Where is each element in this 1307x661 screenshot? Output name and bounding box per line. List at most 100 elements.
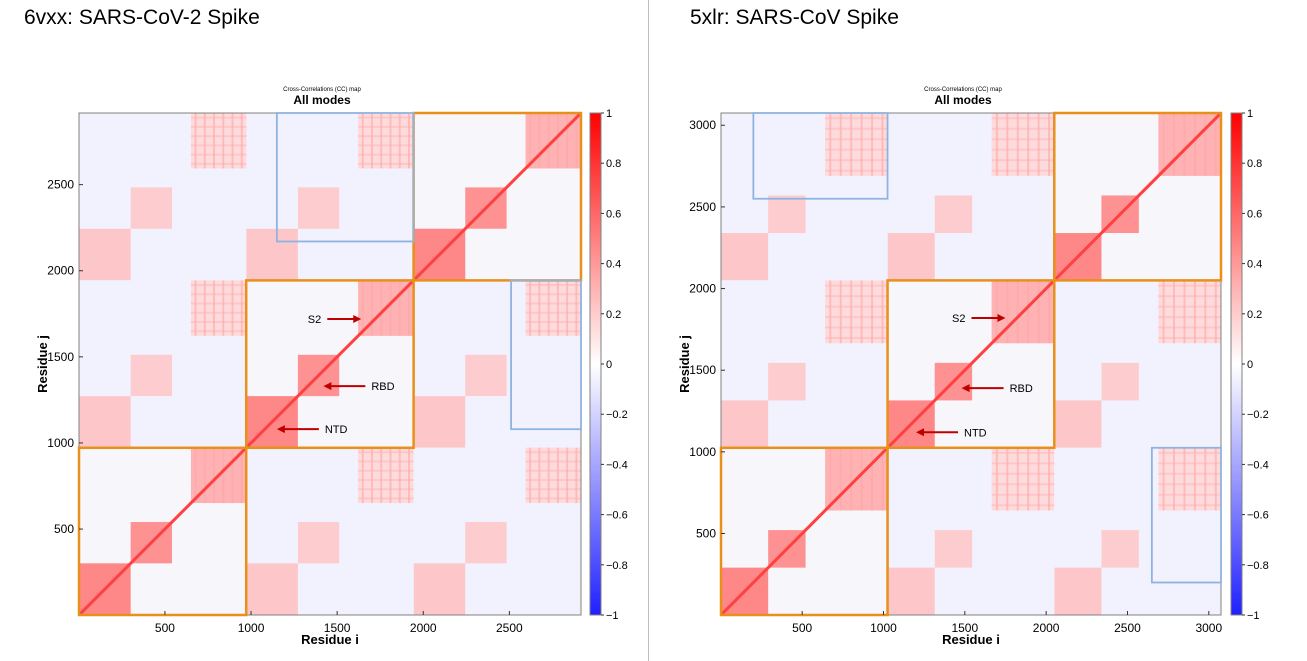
domain-block-s2: [825, 113, 888, 176]
highlight-box-blue: [510, 279, 582, 431]
domain-block-rbd: [768, 362, 806, 401]
panel-title-right: 5xlr: SARS-CoV Spike: [690, 6, 899, 29]
chart-title: All modes: [934, 93, 992, 107]
annotation-label-s2: S2: [308, 314, 321, 326]
domain-block-ntd: [887, 567, 935, 615]
domain-block-s2: [1158, 280, 1221, 344]
annotation-arrow-head: [276, 425, 285, 434]
domain-block-ntd: [413, 396, 466, 448]
domain-block-rbd: [130, 354, 172, 397]
highlight-box-orange: [244, 279, 415, 450]
y-tick-label: 1000: [47, 436, 74, 450]
annotation-label-rbd: RBD: [1010, 383, 1033, 395]
domain-block-s2: [358, 447, 414, 504]
colorbar-tick-label: 0.2: [1247, 309, 1262, 321]
domain-block-s2: [825, 280, 888, 344]
annotation-label-s2: S2: [952, 313, 965, 325]
annotation-arrow-head: [916, 428, 925, 437]
colorbar-tick-label: 0.8: [1247, 158, 1262, 170]
domain-block-ntd: [721, 400, 769, 448]
y-tick-label: 2500: [47, 178, 74, 192]
colorbar-tick-label: 0.2: [606, 309, 621, 321]
panel-divider: [648, 0, 649, 661]
domain-block-ntd: [246, 228, 298, 281]
domain-block-rbd: [934, 530, 973, 568]
domain-block-rbd: [768, 195, 806, 234]
highlight-box-blue: [1150, 446, 1222, 584]
x-tick-label: 500: [155, 621, 175, 635]
y-tick-label: 1500: [689, 363, 716, 377]
annotation-arrow-head: [353, 314, 362, 323]
domain-block-ntd: [79, 228, 131, 281]
x-tick-label: 2500: [496, 621, 523, 635]
domain-block-ntd: [1054, 400, 1102, 448]
domain-block-ntd: [721, 233, 769, 281]
x-axis-label: Residue i: [942, 632, 1000, 647]
x-tick-label: 2500: [1114, 621, 1141, 635]
y-tick-label: 2000: [47, 264, 74, 278]
colorbar-tick-label: 0.4: [606, 259, 621, 271]
colorbar: [589, 112, 602, 616]
y-axis-label: Residue j: [677, 335, 692, 393]
y-axis-label: Residue j: [35, 335, 50, 393]
colorbar-tick-label: 0.8: [606, 158, 621, 170]
x-tick-label: 3000: [1195, 621, 1222, 635]
domain-block-s2: [991, 447, 1055, 511]
annotation-arrow-head: [961, 384, 970, 393]
x-tick-label: 1000: [870, 621, 897, 635]
domain-block-s2: [190, 113, 247, 169]
cc-map-chart-left: 500 1000 1500 2000 2500 500 1000 1500 2000 2500 Re…: [35, 87, 628, 647]
heatmap-cells: [721, 113, 1221, 615]
domain-block-s2: [991, 113, 1055, 176]
colorbar-tick-label: −0.6: [1247, 510, 1269, 522]
x-tick-label: 2000: [1033, 621, 1060, 635]
highlight-box-blue: [275, 112, 415, 243]
highlight-box-orange: [1053, 111, 1223, 282]
colorbar-tick-label: 1: [606, 108, 612, 120]
colorbar-tick-label: −0.8: [1247, 560, 1269, 572]
plot-frame: [720, 112, 1222, 616]
domain-block-s2: [190, 280, 247, 336]
domain-block-rbd: [297, 187, 340, 229]
y-tick-label: 1000: [689, 445, 716, 459]
colorbar-tick-label: 1: [1247, 108, 1253, 120]
chart-title: All modes: [293, 93, 351, 107]
colorbar-tick-label: −0.2: [606, 409, 628, 421]
annotation-arrow-head: [323, 382, 332, 391]
colorbar-tick-label: −1: [1247, 610, 1260, 622]
domain-block-ntd: [246, 563, 298, 615]
domain-block-rbd: [1101, 362, 1139, 401]
x-tick-label: 1500: [951, 621, 978, 635]
colorbar-tick-label: −1: [606, 610, 619, 622]
domain-block-rbd: [297, 522, 340, 564]
highlight-box-orange: [77, 446, 248, 617]
domain-block-rbd: [1101, 530, 1139, 568]
annotation-label-ntd: NTD: [325, 424, 348, 436]
y-tick-label: 2000: [689, 282, 716, 296]
y-tick-label: 1500: [47, 350, 74, 364]
domain-block-rbd: [130, 187, 172, 229]
x-tick-label: 1000: [238, 621, 265, 635]
chart-subtitle: Cross-Correlations (CC) map: [283, 87, 361, 93]
y-tick-label: 2500: [689, 200, 716, 214]
y-tick-label: 500: [54, 522, 74, 536]
domain-block-ntd: [413, 563, 466, 615]
domain-block-ntd: [887, 233, 935, 281]
y-tick-label: 500: [696, 527, 716, 541]
colorbar-tick-label: −0.4: [1247, 459, 1269, 471]
colorbar-tick-label: 0.4: [1247, 259, 1262, 271]
heatmap-cells: [79, 113, 581, 615]
colorbar-tick-label: 0: [606, 359, 612, 371]
domain-block-rbd: [465, 522, 507, 564]
colorbar-tick-label: −0.4: [606, 459, 628, 471]
diagonal-line: [79, 113, 581, 615]
domain-block-rbd: [465, 354, 507, 397]
domain-block-s2: [525, 280, 581, 336]
domain-block-s2: [1158, 447, 1221, 511]
domain-block-s2: [525, 447, 581, 504]
colorbar: [1230, 112, 1243, 616]
highlight-box-orange: [886, 279, 1056, 450]
chart-subtitle: Cross-Correlations (CC) map: [924, 87, 1002, 93]
y-tick-label: 3000: [689, 118, 716, 132]
colorbar-tick-label: −0.2: [1247, 409, 1269, 421]
